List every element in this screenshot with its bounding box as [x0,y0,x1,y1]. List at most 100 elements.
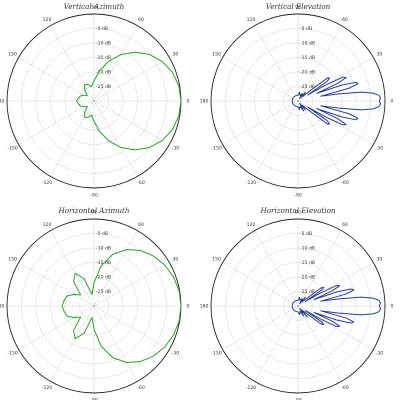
ring-tick-label: -20 dB [96,275,111,281]
angle-tick-label: -30 [172,146,180,152]
angle-tick-label: 60 [342,17,348,23]
angle-tick-label: 180 [200,99,209,105]
ring-tick-label: -5 dB [96,26,108,32]
grid-ring [254,262,342,350]
polar-plot-2: Vertical Elevation 0 30 60 90 120 150 180 -150 -1… [200,2,394,199]
angle-tick-label: 90 [91,210,97,216]
plot-title: Vertical Elevation [266,2,331,11]
angle-tick-label: -90 [294,193,302,199]
grid-spoke [297,100,342,177]
angle-tick-label: 0 [187,304,190,310]
outer-ring [210,13,386,189]
angle-tick-label: -90 [90,193,98,199]
grid-ring [283,291,313,321]
grid-ring [21,28,167,174]
ring-tick-label: -20 dB [96,70,111,76]
angle-tick-label: -60 [137,385,145,391]
grid-spoke [254,25,299,102]
angle-tick-label: 90 [295,5,301,11]
angle-tick-label: -60 [137,180,145,186]
angle-tick-label: -150 [211,146,222,152]
ring-tick-label: -5 dB [300,231,312,237]
grid-spoke [222,100,299,145]
polar-plot-4: Horizontal Elevation 0 30 60 90 120 150 180 -150… [200,206,394,400]
angle-tick-label: -90 [90,398,98,400]
angle-tick-label: -120 [42,385,53,391]
angle-tick-label: 150 [8,257,17,263]
grid-spoke [18,57,95,102]
angle-tick-label: 180 [200,304,209,310]
grid-spoke [254,230,299,307]
grid-spoke [297,305,342,382]
grid-ring [79,291,109,321]
grid-ring [283,86,313,116]
grid-ring [225,233,371,379]
angle-tick-label: -120 [42,180,53,186]
angle-tick-label: 30 [376,52,382,58]
angle-tick-label: 120 [43,222,52,228]
angle-tick-label: -150 [7,351,18,357]
angle-tick-label: -90 [294,398,302,400]
angle-tick-label: 120 [43,17,52,23]
radiation-pattern-trace [61,248,182,364]
ring-tick-label: -15 dB [96,55,111,61]
angle-tick-label: -120 [246,385,257,391]
radiation-pattern-trace [291,76,382,126]
angle-tick-label: 120 [247,17,256,23]
grid-ring [225,28,371,174]
angle-tick-label: -150 [211,351,222,357]
angle-tick-label: 0 [187,99,190,105]
ring-tick-label: -5 dB [300,26,312,32]
ring-tick-label: -25 dB [96,84,111,90]
polar-plot-3: Horizontal Azimuth 0 30 60 90 120 150 180 -150 -1… [0,206,190,400]
ring-tick-label: -25 dB [300,84,315,90]
plot-title: Horizontal Elevation [259,206,335,215]
angle-tick-label: 60 [342,222,348,228]
angle-tick-label: -120 [246,180,257,186]
angle-tick-label: -30 [376,146,384,152]
ring-tick-label: -5 dB [96,231,108,237]
angle-tick-label: -150 [7,146,18,152]
grid-spoke [18,262,95,307]
angle-tick-label: 180 [0,304,4,310]
angle-tick-label: -60 [341,180,349,186]
angle-tick-label: 0 [391,304,394,310]
ring-tick-label: -15 dB [300,260,315,266]
angle-tick-label: 60 [138,17,144,23]
grid-ring [50,57,138,145]
angle-tick-label: -30 [172,351,180,357]
grid-spoke [50,100,95,177]
angle-tick-label: 30 [172,257,178,263]
grid-spoke [254,305,299,382]
ring-tick-label: -10 dB [300,246,315,252]
ring-tick-label: -10 dB [96,246,111,252]
grid-ring [50,262,138,350]
ring-tick-label: -25 dB [300,289,315,295]
grid-spoke [18,100,95,145]
angle-tick-label: 0 [391,99,394,105]
angle-tick-label: 150 [8,52,17,58]
radiation-pattern-trace [291,285,382,327]
angle-tick-label: 60 [138,222,144,228]
angle-tick-label: 150 [212,52,221,58]
grid-spoke [18,305,95,350]
angle-tick-label: 180 [0,99,4,105]
ring-tick-label: -20 dB [300,70,315,76]
angle-tick-label: 90 [91,5,97,11]
angle-tick-label: 120 [247,222,256,228]
angle-tick-label: -30 [376,351,384,357]
grid-spoke [222,305,299,350]
polar-plot-1: Vertical Azimuth 0 30 60 90 120 150 180 -150 -120… [0,2,190,199]
ring-tick-label: -20 dB [300,275,315,281]
ring-tick-label: -15 dB [300,55,315,61]
plot-title: Vertical Azimuth [64,2,125,11]
outer-ring [210,218,386,394]
angle-tick-label: 30 [172,52,178,58]
ring-tick-label: -25 dB [96,289,111,295]
angle-tick-label: 90 [295,210,301,216]
grid-ring [254,57,342,145]
plot-title: Horizontal Azimuth [57,206,129,215]
radiation-pattern-trace [76,51,182,151]
grid-spoke [93,305,170,350]
